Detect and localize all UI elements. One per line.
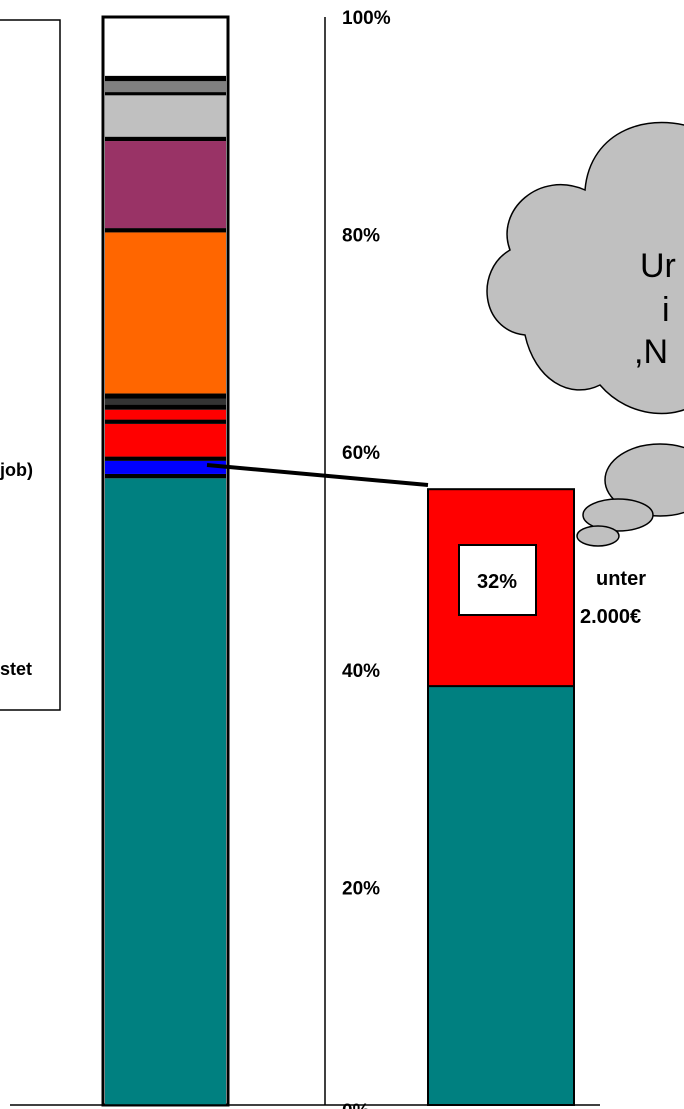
cloud-text-line-1: Ur <box>640 247 676 285</box>
bar-1-segment-13 <box>105 141 226 229</box>
bar-1-segment-9 <box>105 398 226 405</box>
y-axis-ticks: 0% 20% 40% 60% 80% 100% <box>342 8 391 1109</box>
cloud-text-line-2: i <box>662 291 670 329</box>
cloud-bubble-large <box>604 443 684 517</box>
bar-1-segment-4 <box>105 456 226 461</box>
connector-line <box>206 463 429 487</box>
cloud-text-line-3: ,N <box>634 333 668 371</box>
y-tick-label: 100% <box>342 8 391 29</box>
bar-2-value-label: 32% <box>477 571 517 593</box>
bar-2-outline <box>427 488 575 1106</box>
bar-2-side-label-1: unter <box>596 568 646 590</box>
bar-1-segment-2 <box>105 473 226 479</box>
y-tick-label: 0% <box>342 1101 370 1109</box>
legend-entry-1: job) <box>0 460 33 480</box>
bar-1-segment-3 <box>105 460 226 474</box>
bar-1-segment-14 <box>105 136 226 142</box>
bar-1-segment-1 <box>105 478 226 1105</box>
thought-cloud: Ur i ,N <box>486 121 684 547</box>
bar-2-segments <box>427 488 575 1106</box>
bar-1-segments <box>105 49 226 1105</box>
bar-1-segment-12 <box>105 228 226 233</box>
bar-2-side-label-2: 2.000€ <box>580 606 641 628</box>
legend-box <box>0 19 61 711</box>
bar-2-segment-1 <box>428 686 574 1105</box>
cloud-bubble-medium <box>582 498 654 532</box>
bar-1-segment-8 <box>105 404 226 410</box>
bar-1-segment-16 <box>105 92 226 96</box>
bar-1-segment-6 <box>105 419 226 424</box>
bar-1-segment-10 <box>105 393 226 399</box>
y-tick-label: 20% <box>342 878 380 899</box>
bar-1-segment-5 <box>105 423 226 457</box>
bar-1-segment-15 <box>105 95 226 137</box>
cloud-bubble-small <box>576 525 620 547</box>
bar-1-segment-11 <box>105 232 226 394</box>
bar-1-segment-18 <box>105 75 226 82</box>
y-tick-label: 60% <box>342 443 380 464</box>
y-tick-label: 40% <box>342 661 380 682</box>
legend-entry-2: stet <box>0 659 32 679</box>
bar-1-segment-7 <box>105 409 226 420</box>
y-tick-label: 80% <box>342 226 380 247</box>
cloud-shape <box>486 121 684 415</box>
bar-1-segment-17 <box>105 81 226 93</box>
bar-1-segment-19 <box>105 49 226 76</box>
bar-2-value-box <box>458 544 537 616</box>
